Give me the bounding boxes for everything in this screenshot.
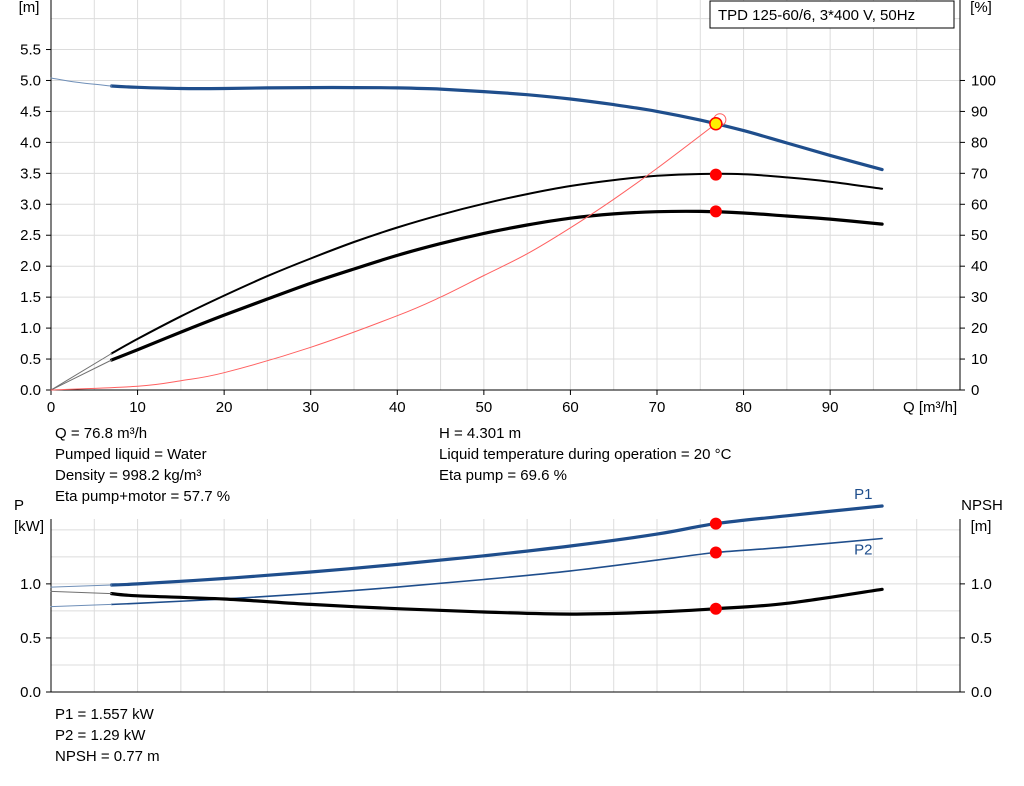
x-tick-label: 60 — [562, 399, 579, 416]
y-tick-label-left: 4.5 — [20, 103, 41, 120]
y-tick-label-right: 1.0 — [971, 576, 992, 593]
operating-point-marker — [709, 205, 722, 218]
info-p2: P2 = 1.29 kW — [55, 727, 146, 744]
head-efficiency-chart: 0.0 0.5 1.0 1.5 2.0 2.5 3.0 3.5 4.0 4.5 5.0 5.5 0 10 2… — [19, 0, 996, 416]
y-axis-label-right: NPSH — [961, 497, 1003, 514]
y-tick-label-left: 5.0 — [20, 72, 41, 89]
curve-p1 — [110, 504, 884, 587]
info-bottom-left: P1 = 1.557 kW P2 = 1.29 kW NPSH = 0.77 m — [55, 704, 160, 767]
y-tick-label-right: 70 — [971, 165, 988, 182]
y-axis-unit-right: [m] — [971, 518, 992, 535]
duty-point-marker — [709, 116, 723, 131]
y-tick-label-left: 2.5 — [20, 227, 41, 244]
info-flow: Q = 76.8 m³/h — [55, 425, 148, 442]
x-tick-label: 20 — [216, 399, 233, 416]
x-tick-label: 80 — [735, 399, 752, 416]
x-tick-label: 30 — [302, 399, 319, 416]
curve-series-0 — [110, 84, 884, 172]
y-tick-label-right: 0.0 — [971, 684, 992, 701]
y-tick-label-right: 80 — [971, 134, 988, 151]
y-tick-label-right: 0.5 — [971, 630, 992, 647]
chart-title: TPD 125-60/6, 3*400 V, 50Hz — [718, 7, 915, 24]
curve-p2 — [110, 537, 883, 606]
y-tick-label-right: 100 — [971, 72, 996, 89]
x-tick-label: 70 — [649, 399, 666, 416]
info-eta-pump: Eta pump = 69.6 % — [439, 467, 567, 484]
curve-series-2 — [110, 587, 884, 616]
y-tick-label-left: 2.0 — [20, 258, 41, 275]
y-tick-label-right: 90 — [971, 103, 988, 120]
series-label-p1: P1 — [854, 486, 872, 503]
x-tick-label: 40 — [389, 399, 406, 416]
chart-title-box — [709, 0, 955, 29]
y-tick-label-left: 4.0 — [20, 134, 41, 151]
info-npsh: NPSH = 0.77 m — [55, 748, 160, 765]
y-tick-label-left: 5.5 — [20, 42, 41, 59]
x-tick-label: 50 — [476, 399, 493, 416]
x-tick-label: 90 — [822, 399, 839, 416]
curve-extrapolation — [50, 359, 113, 391]
y-tick-label-left: 0.0 — [20, 382, 41, 399]
y-tick-label-right: 0 — [971, 382, 979, 399]
operating-point-marker — [709, 546, 722, 559]
y-tick-label-right: 50 — [971, 227, 988, 244]
y-axis-unit-left: [kW] — [14, 518, 44, 535]
x-tick-label: 0 — [47, 399, 55, 416]
info-head: H = 4.301 m — [439, 425, 522, 442]
y-axis-label-left: P — [14, 497, 24, 514]
y-tick-label-left: 1.0 — [20, 320, 41, 337]
y-tick-label-right: 30 — [971, 289, 988, 306]
series-label-p2: P2 — [854, 541, 872, 558]
curve-extrapolation — [50, 77, 113, 87]
curve-extrapolation — [50, 590, 113, 595]
y-tick-label-left: 0.0 — [20, 684, 41, 701]
curve-extrapolation — [50, 584, 113, 588]
curve-series-2 — [110, 172, 884, 355]
y-tick-label-left: 3.0 — [20, 196, 41, 213]
info-p1: P1 = 1.557 kW — [55, 706, 154, 723]
y-tick-label-right: 10 — [971, 351, 988, 368]
y-tick-label-left: 0.5 — [20, 351, 41, 368]
info-density: Density = 998.2 kg/m³ — [55, 467, 202, 484]
x-tick-label: 10 — [129, 399, 146, 416]
info-top-right: H = 4.301 m Liquid temperature during op… — [439, 423, 731, 486]
operating-point-marker — [709, 168, 722, 181]
y-tick-label-left: 1.0 — [20, 576, 41, 593]
y-tick-label-left: 3.5 — [20, 165, 41, 182]
y-tick-label-left: 0.5 — [20, 630, 41, 647]
curve-extrapolation — [50, 353, 113, 391]
y-axis-unit-left: [m] — [19, 0, 40, 16]
x-axis-label: Q [m³/h] — [903, 399, 957, 416]
info-top-left: Q = 76.8 m³/h Pumped liquid = Water Dens… — [55, 423, 230, 507]
y-tick-label-left: 1.5 — [20, 289, 41, 306]
info-pumped-liquid: Pumped liquid = Water — [55, 446, 207, 463]
curve-series-3 — [110, 209, 884, 362]
operating-point-marker — [709, 602, 722, 615]
operating-point-marker — [709, 517, 722, 530]
curve-series-6 — [50, 123, 717, 391]
y-tick-label-right: 60 — [971, 196, 988, 213]
power-npsh-chart: 0.0 0.5 1.0 0.0 0.5 1.0 P [kW] NPSH [m] P1 P2 — [14, 486, 1003, 701]
y-axis-unit-right: [%] — [970, 0, 992, 16]
info-liquid-temperature: Liquid temperature during operation = 20… — [439, 446, 732, 463]
info-eta-pump-motor: Eta pump+motor = 57.7 % — [55, 488, 231, 505]
y-tick-label-right: 20 — [971, 320, 988, 337]
y-tick-label-right: 40 — [971, 258, 988, 275]
curve-extrapolation — [50, 603, 113, 608]
